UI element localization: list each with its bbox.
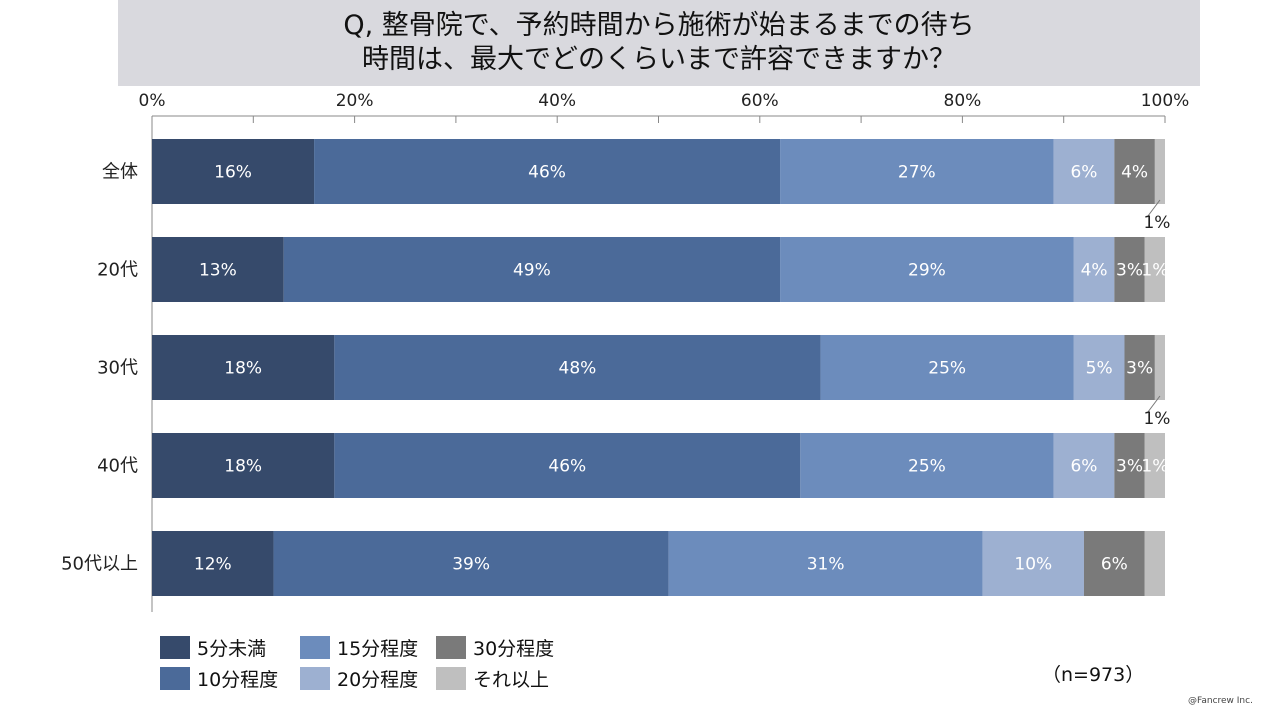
data-label: 6%	[1070, 163, 1097, 183]
data-label: 3%	[1116, 457, 1143, 477]
legend-label: それ以上	[473, 669, 550, 691]
data-label: 5%	[1086, 359, 1113, 379]
data-label: 3%	[1116, 261, 1143, 281]
x-tick-label: 100%	[1141, 91, 1190, 111]
bar-segment	[314, 139, 781, 204]
data-label: 6%	[1101, 555, 1128, 575]
bar-segment	[668, 531, 983, 596]
data-label: 16%	[214, 163, 252, 183]
bar-segment	[152, 237, 284, 302]
bar-segment	[1083, 531, 1145, 596]
x-tick-label: 60%	[741, 91, 779, 111]
data-label: 13%	[199, 261, 237, 281]
bar-segment	[1154, 139, 1165, 204]
bar-segment	[1114, 237, 1145, 302]
legend-label: 20分程度	[337, 669, 419, 691]
copyright-credit: @Fancrew Inc.	[1188, 696, 1253, 706]
legend-item: 30分程度	[436, 634, 554, 661]
bar-segment	[1154, 335, 1165, 400]
legend-label: 10分程度	[197, 669, 279, 691]
bar-segment	[1114, 433, 1145, 498]
sample-size-note: （n=973）	[1042, 664, 1145, 686]
data-label: 49%	[513, 261, 551, 281]
data-label: 1%	[1141, 457, 1168, 477]
legend-swatch	[160, 667, 190, 690]
data-label: 12%	[194, 555, 232, 575]
data-label: 6%	[1070, 457, 1097, 477]
legend-item: 15分程度	[300, 634, 418, 661]
legend-label: 30分程度	[473, 638, 555, 660]
legend-label: 15分程度	[337, 638, 419, 660]
bar-segment	[334, 433, 801, 498]
bar-segment	[1124, 335, 1155, 400]
bar-segment	[152, 335, 335, 400]
data-label: 3%	[1126, 359, 1153, 379]
title-line-2: 時間は、最大でどのくらいまで許容できますか？	[362, 44, 956, 75]
legend-label: 5分未満	[197, 638, 267, 660]
bar-segment	[152, 139, 315, 204]
bar-segment	[780, 237, 1074, 302]
bar-segment	[1144, 433, 1165, 498]
x-tick-label: 40%	[538, 91, 576, 111]
data-label: 46%	[528, 163, 566, 183]
x-tick-label: 20%	[336, 91, 374, 111]
category-label: 全体	[102, 162, 138, 183]
legend-swatch	[160, 636, 190, 659]
legend-item: 10分程度	[160, 665, 278, 692]
bar-segment	[820, 335, 1074, 400]
bar-segment	[1073, 335, 1125, 400]
data-label-outside: 1%	[1143, 213, 1170, 233]
legend-item: 5分未満	[160, 634, 266, 661]
bar-segment	[780, 139, 1054, 204]
bar-segment	[273, 531, 669, 596]
data-label: 4%	[1081, 261, 1108, 281]
leader-line	[1147, 199, 1161, 217]
bar-segment	[1053, 433, 1115, 498]
bar-segment	[1053, 139, 1115, 204]
data-label: 10%	[1014, 555, 1052, 575]
bar-segment	[152, 433, 335, 498]
data-label: 25%	[908, 457, 946, 477]
bar-segment	[1114, 139, 1155, 204]
bar-segment	[283, 237, 781, 302]
category-label: 40代	[97, 456, 138, 477]
data-label: 18%	[224, 359, 262, 379]
legend-item: それ以上	[436, 665, 549, 692]
bar-segment	[1073, 237, 1115, 302]
data-label: 39%	[452, 555, 490, 575]
legend-swatch	[436, 636, 466, 659]
bar-segment	[334, 335, 821, 400]
category-label: 30代	[97, 358, 138, 379]
x-tick-label: 80%	[944, 91, 982, 111]
bar-segment	[982, 531, 1084, 596]
data-label: 31%	[807, 555, 845, 575]
category-label: 50代以上	[61, 554, 138, 575]
data-label: 25%	[928, 359, 966, 379]
data-label: 27%	[898, 163, 936, 183]
x-tick-label: 0%	[139, 91, 166, 111]
data-label: 1%	[1141, 261, 1168, 281]
legend-item: 20分程度	[300, 665, 418, 692]
bar-segment	[800, 433, 1054, 498]
legend-swatch	[300, 667, 330, 690]
chart-title: Q, 整骨院で、予約時間から施術が始まるまでの待ち 時間は、最大でどのくらいまで…	[118, 0, 1200, 86]
data-label: 18%	[224, 457, 262, 477]
bar-segment	[152, 531, 274, 596]
leader-line	[1147, 395, 1161, 413]
bar-segment	[1144, 531, 1165, 596]
data-label-outside: 1%	[1143, 409, 1170, 429]
title-line-1: Q, 整骨院で、予約時間から施術が始まるまでの待ち	[343, 10, 975, 41]
data-label: 29%	[908, 261, 946, 281]
category-label: 20代	[97, 260, 138, 281]
bar-segment	[1144, 237, 1165, 302]
data-label: 4%	[1121, 163, 1148, 183]
legend-swatch	[300, 636, 330, 659]
data-label: 46%	[548, 457, 586, 477]
data-label: 48%	[559, 359, 597, 379]
legend-swatch	[436, 667, 466, 690]
